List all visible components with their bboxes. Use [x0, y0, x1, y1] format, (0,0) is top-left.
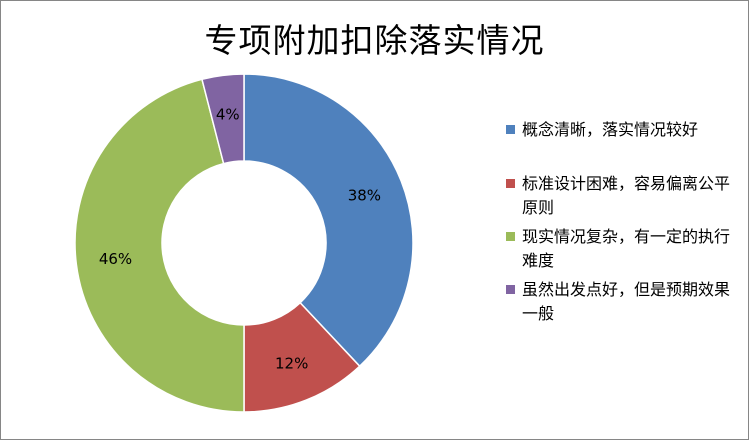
legend-label-1: 概念清晰，落实情况较好: [522, 120, 699, 139]
legend-item-1: 概念清晰，落实情况较好: [506, 118, 746, 142]
donut-slice-4: [201, 73, 245, 165]
legend-item-3: 现实情况复杂，有一定的执行难度: [506, 225, 746, 273]
legend-item-2: 标准设计困难，容易偏离公平原则: [506, 172, 746, 220]
legend-label-4: 虽然出发点好，但是预期效果一般: [522, 280, 731, 323]
legend-swatch-3: [506, 232, 515, 241]
legend-swatch-1: [506, 125, 515, 134]
legend-label-2: 标准设计困难，容易偏离公平原则: [522, 174, 731, 217]
legend-item-4: 虽然出发点好，但是预期效果一般: [506, 278, 746, 326]
legend-label-3: 现实情况复杂，有一定的执行难度: [522, 227, 731, 270]
slice-value-label-4: 4%: [216, 106, 240, 124]
donut-slices: [74, 73, 414, 413]
legend-swatch-4: [506, 285, 515, 294]
legend-swatch-2: [506, 179, 515, 188]
donut-slice-3: [74, 78, 245, 413]
donut-value-labels: 38% 12% 46% 4%: [99, 106, 381, 373]
donut-slice-1: [243, 73, 414, 368]
slice-value-label-1: 38%: [348, 186, 381, 204]
slice-value-label-3: 46%: [99, 250, 132, 268]
chart-title: 专项附加扣除落实情况: [204, 21, 545, 60]
slice-value-label-2: 12%: [275, 354, 308, 372]
